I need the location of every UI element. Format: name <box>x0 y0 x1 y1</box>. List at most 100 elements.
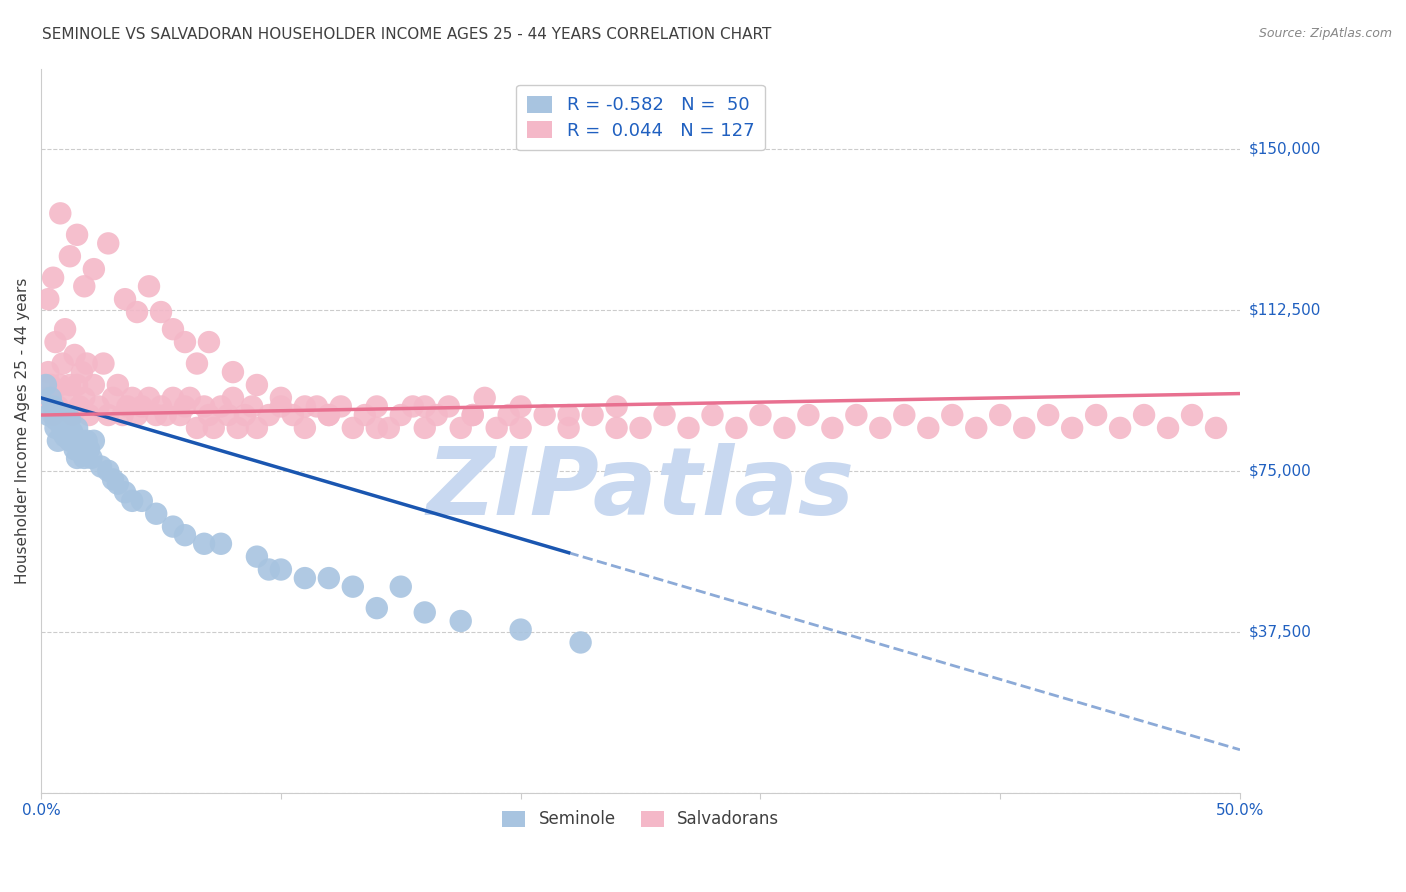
Point <box>1012 421 1035 435</box>
Point <box>44 421 66 435</box>
Point <box>49 206 72 220</box>
Point <box>461 408 484 422</box>
Point <box>222 391 245 405</box>
Point <box>246 421 269 435</box>
Point <box>162 322 184 336</box>
Point <box>654 408 676 422</box>
Point <box>145 408 167 422</box>
Point <box>114 292 136 306</box>
Text: ZIPatlas: ZIPatlas <box>426 442 855 534</box>
Point <box>1205 421 1227 435</box>
Point <box>125 408 148 422</box>
Point <box>209 537 232 551</box>
Text: SEMINOLE VS SALVADORAN HOUSEHOLDER INCOME AGES 25 - 44 YEARS CORRELATION CHART: SEMINOLE VS SALVADORAN HOUSEHOLDER INCOM… <box>42 27 772 42</box>
Point <box>426 408 449 422</box>
Point <box>533 408 555 422</box>
Point <box>353 408 375 422</box>
Point <box>217 408 239 422</box>
Point <box>49 417 72 431</box>
Point <box>270 391 292 405</box>
Point <box>83 262 105 277</box>
Point <box>581 408 603 422</box>
Point <box>131 493 153 508</box>
Point <box>1157 421 1180 435</box>
Point <box>257 408 280 422</box>
Point <box>821 421 844 435</box>
Point <box>76 434 98 448</box>
Point <box>66 227 89 242</box>
Point <box>39 378 62 392</box>
Point <box>150 305 173 319</box>
Point <box>198 408 221 422</box>
Point <box>270 562 292 576</box>
Point <box>474 391 496 405</box>
Point <box>37 365 59 379</box>
Point <box>193 400 215 414</box>
Point <box>121 493 143 508</box>
Point <box>294 400 316 414</box>
Point <box>509 400 531 414</box>
Point <box>965 421 987 435</box>
Point <box>83 378 105 392</box>
Point <box>461 408 484 422</box>
Point <box>366 601 388 615</box>
Point <box>111 408 134 422</box>
Point <box>83 434 105 448</box>
Point <box>138 391 160 405</box>
Point <box>53 429 76 443</box>
Point <box>46 434 69 448</box>
Point <box>450 421 472 435</box>
Point <box>63 348 86 362</box>
Point <box>107 378 129 392</box>
Point <box>66 421 89 435</box>
Point <box>305 400 328 414</box>
Point <box>66 450 89 465</box>
Point <box>342 421 364 435</box>
Point <box>101 472 124 486</box>
Point <box>413 400 436 414</box>
Point <box>402 400 425 414</box>
Point <box>1181 408 1204 422</box>
Point <box>378 421 401 435</box>
Text: Source: ZipAtlas.com: Source: ZipAtlas.com <box>1258 27 1392 40</box>
Point <box>226 421 249 435</box>
Point <box>329 400 352 414</box>
Point <box>37 408 59 422</box>
Point <box>145 507 167 521</box>
Point <box>90 459 112 474</box>
Y-axis label: Householder Income Ages 25 - 44 years: Householder Income Ages 25 - 44 years <box>15 277 30 583</box>
Point <box>35 391 58 405</box>
Point <box>240 400 263 414</box>
Point <box>281 408 304 422</box>
Point <box>1062 421 1084 435</box>
Text: $37,500: $37,500 <box>1249 624 1312 640</box>
Point <box>294 571 316 585</box>
Point <box>630 421 652 435</box>
Point <box>44 334 66 349</box>
Point <box>70 442 93 457</box>
Point <box>179 391 201 405</box>
Point <box>121 391 143 405</box>
Point <box>257 562 280 576</box>
Point <box>59 412 82 426</box>
Point <box>318 571 340 585</box>
Point <box>186 357 208 371</box>
Point <box>174 334 197 349</box>
Point <box>845 408 868 422</box>
Point <box>97 408 120 422</box>
Point <box>97 236 120 251</box>
Point <box>1133 408 1156 422</box>
Point <box>725 421 748 435</box>
Point <box>49 378 72 392</box>
Point <box>749 408 772 422</box>
Point <box>509 623 531 637</box>
Point <box>193 537 215 551</box>
Point <box>37 292 59 306</box>
Point <box>52 357 75 371</box>
Point <box>59 249 82 263</box>
Point <box>797 408 820 422</box>
Point <box>125 305 148 319</box>
Point <box>209 400 232 414</box>
Point <box>318 408 340 422</box>
Point <box>1036 408 1059 422</box>
